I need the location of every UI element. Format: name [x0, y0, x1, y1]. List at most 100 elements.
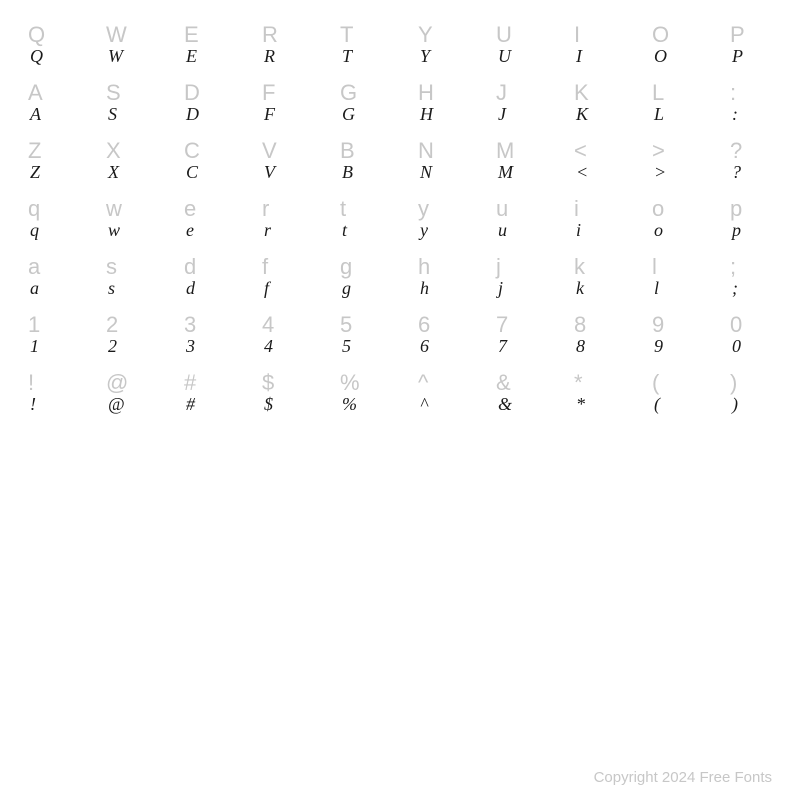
sample-glyph: Z [28, 163, 40, 183]
reference-glyph: M [496, 139, 514, 163]
reference-glyph: h [418, 255, 430, 279]
reference-glyph: # [184, 371, 196, 395]
sample-glyph: F [262, 105, 275, 125]
char-cell: NN [400, 136, 478, 186]
char-cell: TT [322, 20, 400, 70]
sample-glyph: U [496, 47, 511, 67]
reference-glyph: f [262, 255, 268, 279]
reference-glyph: & [496, 371, 511, 395]
sample-glyph: e [184, 221, 194, 241]
char-cell: << [556, 136, 634, 186]
sample-glyph: 8 [574, 337, 585, 357]
reference-glyph: Y [418, 23, 433, 47]
char-cell: kk [556, 252, 634, 302]
reference-glyph: 9 [652, 313, 664, 337]
reference-glyph: B [340, 139, 355, 163]
char-cell: 22 [88, 310, 166, 360]
char-cell: $$ [244, 368, 322, 418]
sample-glyph: y [418, 221, 428, 241]
char-cell: OO [634, 20, 712, 70]
reference-glyph: i [574, 197, 579, 221]
char-cell: yy [400, 194, 478, 244]
reference-glyph: j [496, 255, 501, 279]
sample-glyph: W [106, 47, 123, 67]
reference-glyph: $ [262, 371, 274, 395]
reference-glyph: d [184, 255, 196, 279]
char-cell: UU [478, 20, 556, 70]
char-cell: ee [166, 194, 244, 244]
sample-glyph: 0 [730, 337, 741, 357]
sample-glyph: g [340, 279, 351, 299]
sample-glyph: R [262, 47, 275, 67]
reference-glyph: C [184, 139, 200, 163]
char-cell: 77 [478, 310, 556, 360]
reference-glyph: V [262, 139, 277, 163]
char-cell: (( [634, 368, 712, 418]
char-cell: ss [88, 252, 166, 302]
reference-glyph: q [28, 197, 40, 221]
char-cell: rr [244, 194, 322, 244]
reference-glyph: a [28, 255, 40, 279]
char-cell: 11 [10, 310, 88, 360]
sample-glyph: i [574, 221, 581, 241]
reference-glyph: E [184, 23, 199, 47]
char-cell: RR [244, 20, 322, 70]
sample-glyph: p [730, 221, 741, 241]
char-cell: 00 [712, 310, 790, 360]
reference-glyph: ? [730, 139, 742, 163]
reference-glyph: G [340, 81, 357, 105]
reference-glyph: ! [28, 371, 34, 395]
sample-glyph: B [340, 163, 353, 183]
sample-glyph: d [184, 279, 195, 299]
char-cell: 99 [634, 310, 712, 360]
sample-glyph: 3 [184, 337, 195, 357]
sample-glyph: w [106, 221, 120, 241]
sample-glyph: T [340, 47, 352, 67]
reference-glyph: k [574, 255, 585, 279]
char-cell: ff [244, 252, 322, 302]
char-cell: ?? [712, 136, 790, 186]
reference-glyph: T [340, 23, 353, 47]
char-cell: ii [556, 194, 634, 244]
reference-glyph: U [496, 23, 512, 47]
reference-glyph: R [262, 23, 278, 47]
char-cell: )) [712, 368, 790, 418]
char-cell: QQ [10, 20, 88, 70]
reference-glyph: w [106, 197, 122, 221]
sample-glyph: s [106, 279, 115, 299]
sample-glyph: P [730, 47, 743, 67]
sample-glyph: J [496, 105, 506, 125]
char-cell: pp [712, 194, 790, 244]
sample-glyph: D [184, 105, 199, 125]
reference-glyph: ; [730, 255, 736, 279]
sample-glyph: l [652, 279, 659, 299]
reference-glyph: 2 [106, 313, 118, 337]
sample-glyph: M [496, 163, 513, 183]
sample-glyph: V [262, 163, 275, 183]
sample-glyph: Q [28, 47, 43, 67]
char-cell: :: [712, 78, 790, 128]
reference-glyph: ^ [418, 371, 428, 395]
sample-glyph: 9 [652, 337, 663, 357]
char-cell: EE [166, 20, 244, 70]
char-cell: YY [400, 20, 478, 70]
sample-glyph: G [340, 105, 355, 125]
char-cell: && [478, 368, 556, 418]
reference-glyph: P [730, 23, 745, 47]
char-cell: HH [400, 78, 478, 128]
reference-glyph: p [730, 197, 742, 221]
sample-glyph: Y [418, 47, 430, 67]
reference-glyph: @ [106, 371, 128, 395]
char-cell: II [556, 20, 634, 70]
char-cell: SS [88, 78, 166, 128]
sample-glyph: K [574, 105, 588, 125]
sample-glyph: ) [730, 395, 738, 415]
sample-glyph: j [496, 279, 503, 299]
sample-glyph: > [652, 163, 666, 183]
reference-glyph: 6 [418, 313, 430, 337]
sample-glyph: 7 [496, 337, 507, 357]
sample-glyph: t [340, 221, 347, 241]
char-cell: dd [166, 252, 244, 302]
reference-glyph: 4 [262, 313, 274, 337]
char-cell: XX [88, 136, 166, 186]
